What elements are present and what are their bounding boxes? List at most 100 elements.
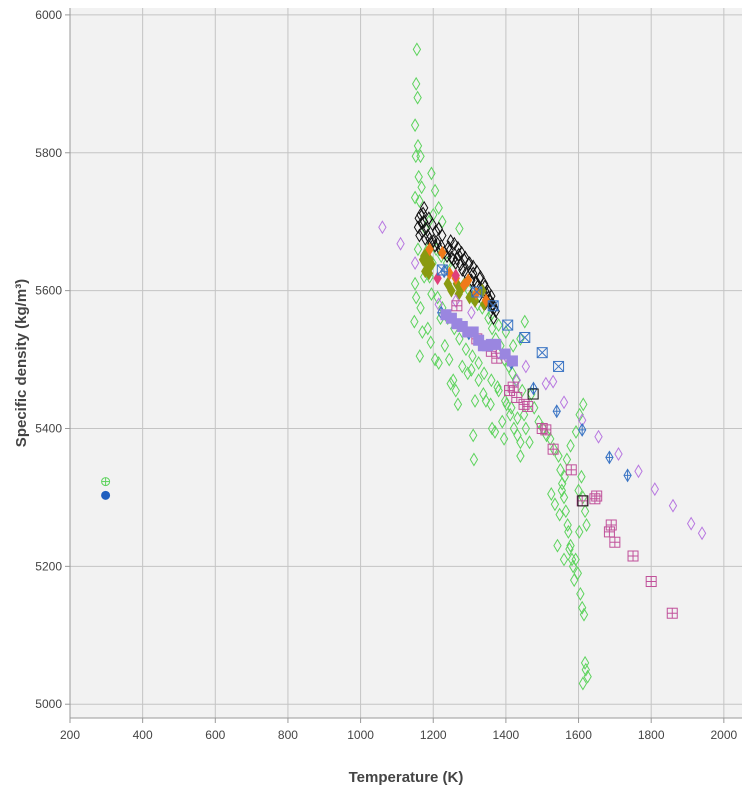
data-point: [410, 314, 419, 329]
data-point: [522, 400, 534, 412]
y-tick-label: 6000: [35, 8, 62, 22]
x-tick-label: 1200: [420, 728, 447, 742]
data-point: [697, 526, 707, 541]
data-point: [582, 518, 591, 532]
data-point: [461, 250, 470, 265]
x-tick-label: 1800: [638, 728, 665, 742]
y-axis-title: Specific density (kg/m³): [13, 279, 30, 447]
data-point: [455, 331, 464, 346]
data-point: [410, 118, 420, 133]
data-point: [425, 242, 434, 257]
data-point: [645, 576, 657, 588]
data-point: [378, 220, 387, 235]
data-point: [546, 431, 555, 446]
data-point: [516, 449, 525, 464]
data-point: [552, 404, 561, 419]
data-point: [594, 429, 603, 444]
data-point: [499, 431, 509, 446]
data-point: [571, 552, 580, 567]
data-point: [438, 245, 447, 260]
data-point: [623, 468, 632, 483]
data-point: [457, 245, 466, 260]
data-point: [415, 228, 424, 243]
data-point: [452, 251, 462, 266]
data-point: [469, 259, 478, 274]
data-point: [410, 190, 420, 205]
x-tick-label: 1000: [347, 728, 374, 742]
data-point: [548, 374, 558, 389]
data-point: [415, 194, 424, 208]
data-point: [513, 411, 522, 426]
data-point: [455, 221, 464, 236]
data-point: [463, 273, 473, 288]
data-point: [605, 519, 617, 531]
data-point: [472, 264, 482, 279]
data-point: [529, 381, 538, 396]
data-point: [516, 331, 525, 346]
data-point: [565, 542, 574, 557]
data-point: [500, 393, 510, 408]
data-point: [451, 383, 460, 398]
data-point: [469, 266, 478, 281]
data-point: [577, 422, 587, 437]
data-point: [414, 169, 423, 184]
data-point: [461, 342, 471, 357]
data-point: [650, 482, 660, 497]
data-point: [416, 149, 425, 164]
data-point: [508, 338, 518, 353]
data-point: [396, 236, 405, 251]
data-point: [521, 359, 531, 374]
x-tick-label: 1400: [493, 728, 520, 742]
data-point: [521, 421, 531, 436]
data-point: [458, 359, 467, 374]
gridlines: [69, 8, 742, 719]
data-point: [668, 498, 678, 513]
x-tick-label: 400: [133, 728, 153, 742]
plot-area: [70, 8, 742, 718]
data-point: [436, 264, 448, 276]
data-point: [575, 407, 584, 422]
data-point: [502, 319, 514, 331]
data-point: [447, 283, 456, 298]
data-point: [411, 290, 421, 305]
data-point: [486, 397, 495, 412]
data-point: [427, 257, 436, 272]
data-point: [429, 207, 438, 222]
data-point: [431, 224, 441, 239]
data-point: [576, 586, 585, 601]
data-point: [564, 524, 573, 539]
data-point: [419, 200, 429, 215]
data-point: [499, 348, 511, 360]
data-point: [494, 318, 503, 333]
data-point: [559, 552, 569, 567]
data-point: [502, 397, 511, 412]
data-point: [101, 490, 111, 500]
data-point: [413, 138, 423, 153]
data-point: [490, 424, 500, 439]
data-point: [553, 538, 562, 553]
data-point: [577, 495, 589, 507]
data-point: [487, 300, 499, 312]
data-point: [530, 400, 539, 415]
data-point: [536, 347, 548, 359]
data-point: [493, 380, 502, 395]
data-point: [446, 376, 455, 391]
data-point: [506, 355, 518, 367]
data-point: [666, 607, 678, 619]
data-point: [634, 464, 643, 479]
data-point: [547, 486, 556, 501]
data-point: [433, 290, 442, 305]
data-point: [434, 200, 443, 215]
data-point: [467, 362, 476, 377]
data-point: [565, 464, 577, 476]
data-point: [474, 356, 483, 370]
data-point: [413, 242, 423, 257]
data-point: [424, 266, 434, 281]
data-point: [574, 483, 583, 498]
y-tick-label: 5600: [35, 284, 62, 298]
data-point: [413, 220, 423, 235]
data-point: [412, 42, 422, 57]
x-tick-label: 2000: [710, 728, 737, 742]
data-point: [451, 293, 460, 308]
